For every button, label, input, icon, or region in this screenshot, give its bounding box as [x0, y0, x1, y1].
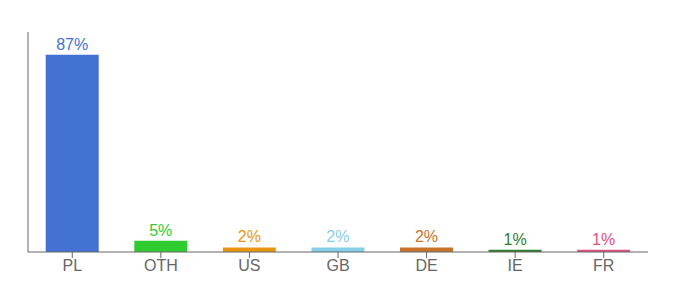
svg-text:GB: GB [326, 257, 349, 274]
svg-text:2%: 2% [415, 228, 438, 245]
svg-text:1%: 1% [592, 231, 615, 248]
svg-text:IE: IE [508, 257, 523, 274]
svg-text:1%: 1% [504, 231, 527, 248]
svg-text:5%: 5% [149, 222, 172, 239]
svg-text:FR: FR [593, 257, 614, 274]
svg-text:PL: PL [62, 257, 82, 274]
svg-text:2%: 2% [326, 228, 349, 245]
svg-text:US: US [238, 257, 260, 274]
svg-text:2%: 2% [238, 228, 261, 245]
svg-text:87%: 87% [56, 36, 88, 53]
svg-text:DE: DE [415, 257, 437, 274]
svg-text:OTH: OTH [144, 257, 178, 274]
